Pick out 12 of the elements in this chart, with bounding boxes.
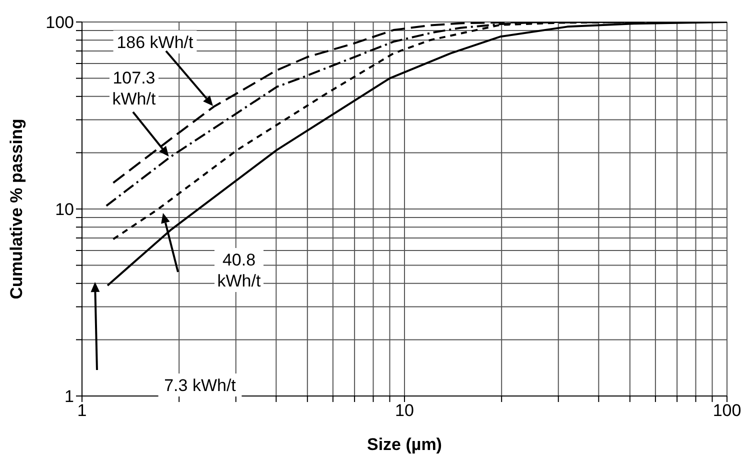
- y-tick-label: 100: [46, 13, 74, 32]
- x-axis-title: Size (µm): [367, 435, 442, 454]
- annotation: 107.3 kWh/t: [112, 68, 156, 108]
- x-tick-label: 100: [712, 401, 742, 420]
- y-tick-label: 1: [64, 387, 74, 406]
- x-tick-label: 10: [395, 401, 414, 420]
- annotation: 7.3 kWh/t: [164, 376, 236, 395]
- annotation: 40.8 kWh/t: [217, 250, 261, 290]
- y-axis-title: Cumulative % passing: [7, 118, 26, 300]
- x-tick-label: 1: [77, 401, 87, 420]
- y-tick-label: 10: [55, 200, 74, 220]
- annotation: 186 kWh/t: [116, 33, 194, 52]
